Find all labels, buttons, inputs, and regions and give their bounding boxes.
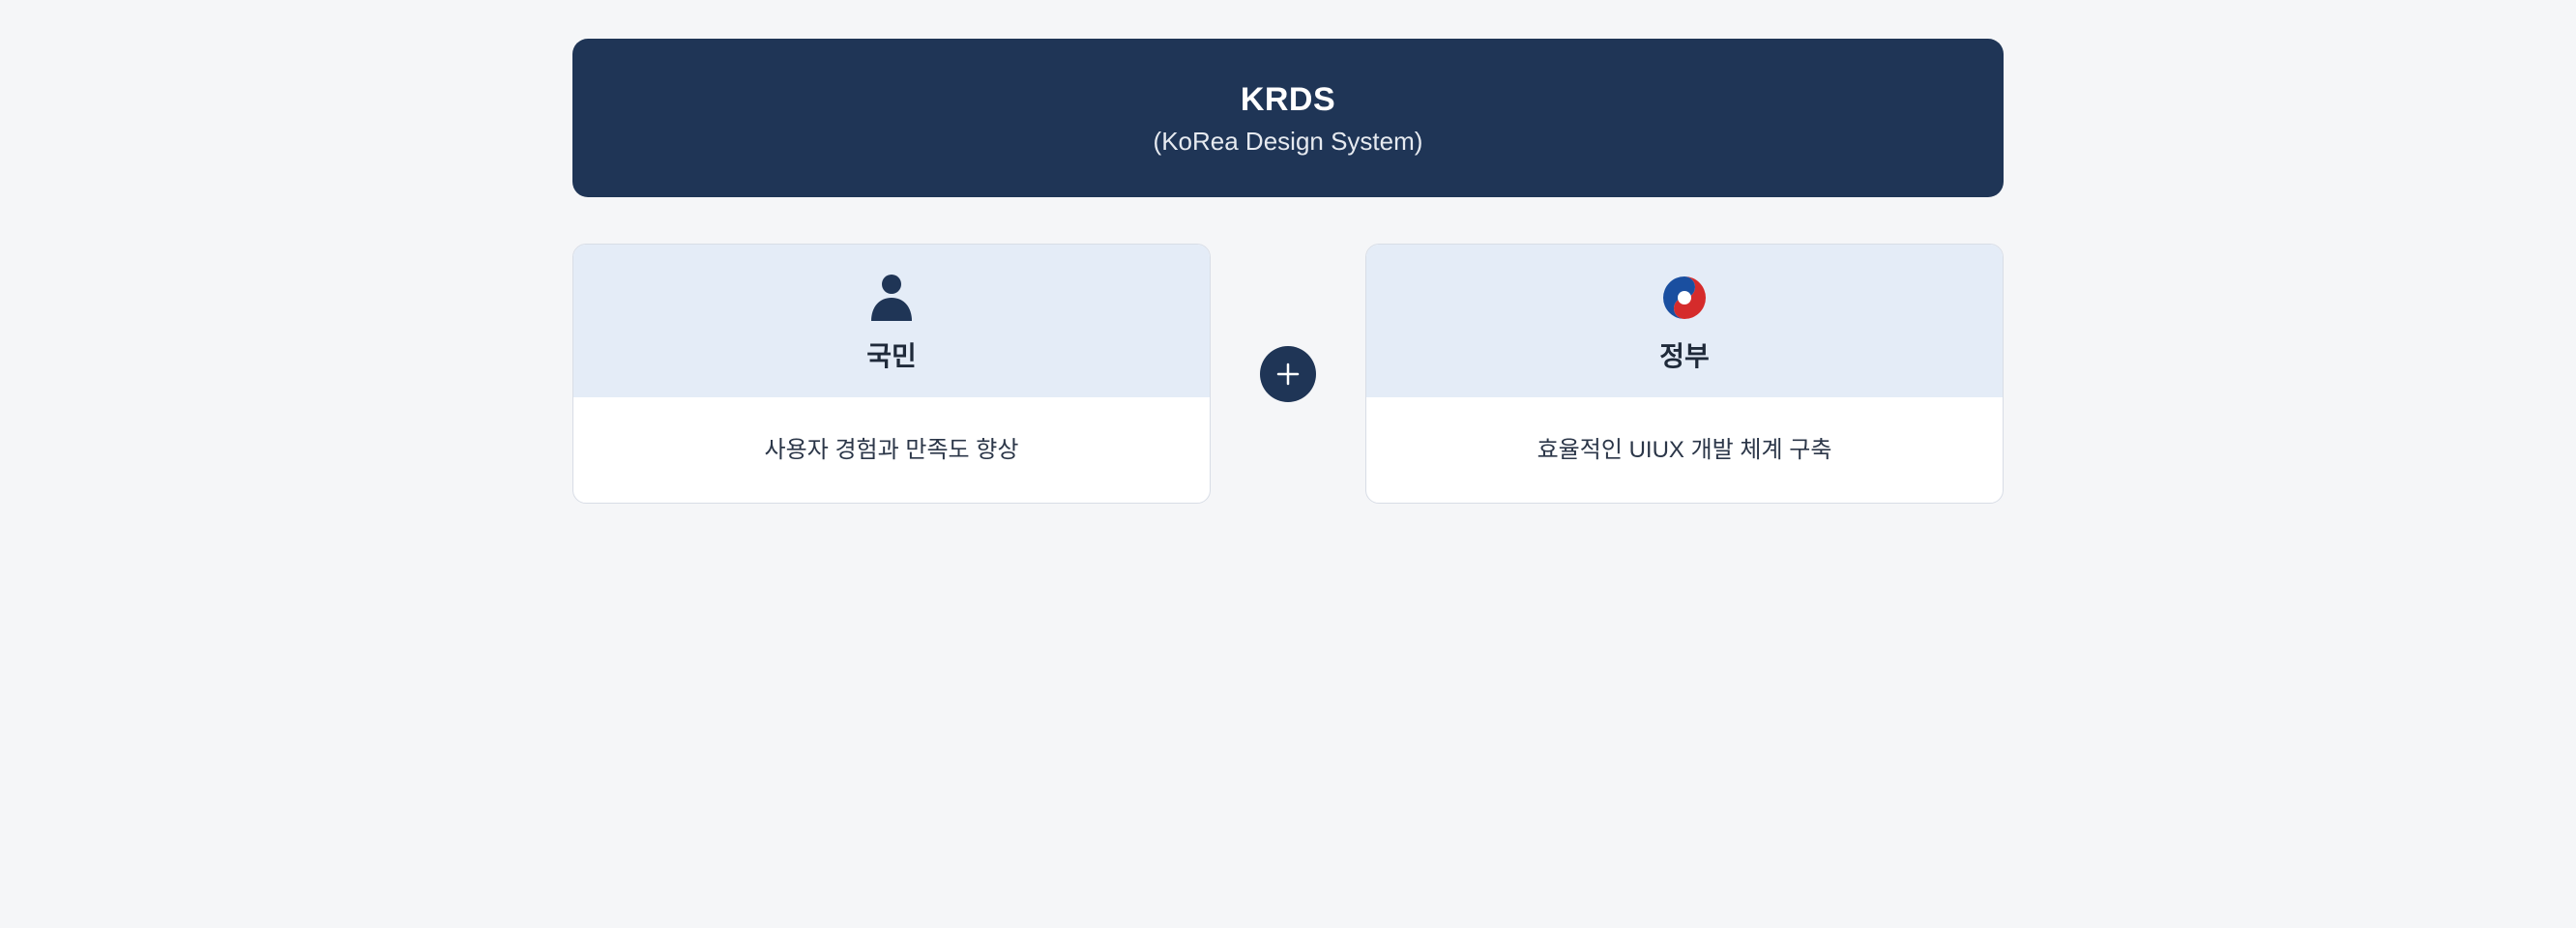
card-citizen-header: 국민: [573, 245, 1210, 397]
plus-icon: [1260, 346, 1316, 402]
header-banner: KRDS (KoRea Design System): [572, 39, 2004, 197]
plus-connector: [1211, 346, 1365, 402]
card-citizen-description: 사용자 경험과 만족도 향상: [593, 430, 1190, 464]
card-government-body: 효율적인 UIUX 개발 체계 구축: [1366, 397, 2003, 503]
header-title: KRDS: [592, 81, 1984, 119]
gov-logo-icon: [1386, 272, 1983, 324]
card-government-header: 정부: [1366, 245, 2003, 397]
header-subtitle: (KoRea Design System): [592, 127, 1984, 157]
cards-row: 국민 사용자 경험과 만족도 향상: [572, 244, 2004, 504]
person-icon: [593, 272, 1190, 324]
card-citizen-title: 국민: [593, 335, 1190, 374]
diagram-container: KRDS (KoRea Design System) 국민 사용자 경험과 만족…: [572, 39, 2004, 504]
card-government: 정부 효율적인 UIUX 개발 체계 구축: [1365, 244, 2004, 504]
card-government-title: 정부: [1386, 335, 1983, 374]
card-citizen-body: 사용자 경험과 만족도 향상: [573, 397, 1210, 503]
card-citizen: 국민 사용자 경험과 만족도 향상: [572, 244, 1211, 504]
card-government-description: 효율적인 UIUX 개발 체계 구축: [1386, 430, 1983, 464]
